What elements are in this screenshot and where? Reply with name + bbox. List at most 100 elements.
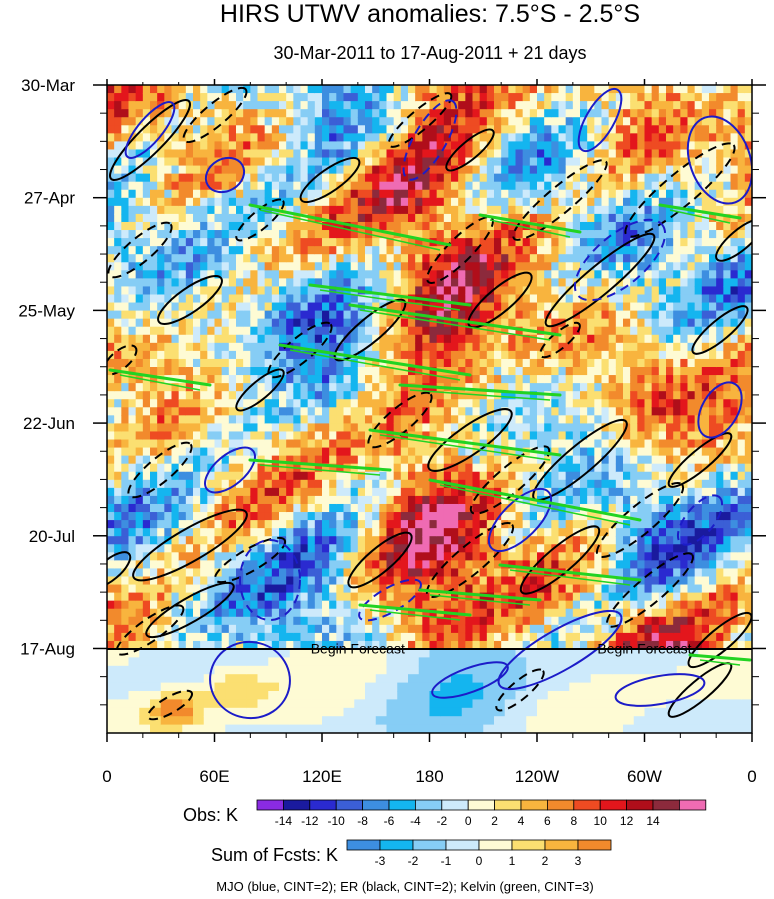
- obs-cell: [472, 101, 481, 110]
- obs-cell: [587, 520, 595, 529]
- obs-cell: [293, 431, 302, 441]
- obs-cell: [551, 640, 560, 649]
- obs-cell: [501, 230, 509, 239]
- obs-cell: [286, 415, 294, 424]
- obs-cell: [314, 318, 323, 328]
- obs-cell: [565, 117, 574, 126]
- obs-cell: [436, 415, 445, 424]
- obs-cell: [479, 640, 488, 649]
- obs-cell: [422, 197, 431, 207]
- obs-cell: [565, 318, 574, 328]
- obs-cell: [200, 342, 208, 352]
- obs-cell: [587, 101, 595, 110]
- obs-cell: [458, 318, 466, 328]
- obs-cell: [114, 141, 122, 151]
- obs-cell: [451, 544, 459, 553]
- obs-cell: [365, 536, 373, 545]
- obs-cell: [594, 149, 603, 159]
- obs-cell: [221, 624, 230, 634]
- obs-cell: [214, 101, 223, 110]
- obs-cell: [135, 632, 144, 642]
- obs-cell: [314, 592, 323, 602]
- obs-cell: [307, 221, 316, 231]
- obs-cell: [314, 238, 323, 247]
- obs-cell: [594, 391, 603, 400]
- obs-cell: [443, 302, 452, 312]
- obs-cell: [350, 117, 359, 126]
- obs-cell: [314, 205, 323, 215]
- obs-cell: [379, 125, 388, 134]
- obs-cell: [264, 632, 273, 642]
- obs-cell: [486, 221, 495, 231]
- obs-cell: [250, 431, 259, 441]
- obs-cell: [279, 213, 287, 223]
- obs-cell: [379, 560, 388, 570]
- obs-cell: [451, 600, 459, 610]
- obs-cell: [193, 479, 201, 489]
- obs-cell: [501, 407, 509, 416]
- obs-cell: [422, 133, 431, 142]
- obs-cell: [121, 334, 130, 344]
- obs-cell: [472, 109, 481, 118]
- obs-cell: [558, 358, 567, 368]
- obs-cell: [343, 93, 352, 102]
- obs-cell: [300, 616, 309, 626]
- obs-cell: [393, 101, 402, 110]
- obs-cell: [164, 221, 173, 231]
- obs-cell: [142, 592, 151, 602]
- obs-cell: [300, 350, 309, 360]
- obs-cell: [486, 262, 495, 271]
- obs-cell: [357, 189, 366, 199]
- obs-cell: [150, 584, 158, 594]
- obs-cell: [422, 439, 431, 449]
- obs-cell: [221, 246, 230, 255]
- obs-cell: [537, 342, 545, 352]
- obs-cell: [207, 471, 216, 481]
- obs-cell: [372, 230, 380, 239]
- obs-cell: [408, 439, 416, 449]
- obs-cell: [436, 213, 445, 223]
- obs-cell: [257, 431, 266, 441]
- obs-cell: [150, 463, 158, 473]
- obs-cell: [164, 197, 173, 207]
- obs-cell: [515, 455, 524, 465]
- obs-cell: [587, 149, 595, 159]
- obs-cell: [544, 576, 552, 586]
- obs-cell: [472, 93, 481, 102]
- obs-cell: [458, 262, 466, 271]
- obs-cell: [114, 205, 122, 215]
- obs-cell: [594, 415, 603, 424]
- obs-cell: [608, 399, 617, 408]
- obs-cell: [271, 415, 280, 424]
- obs-cell: [214, 221, 223, 231]
- obs-cell: [544, 342, 552, 352]
- obs-cell: [472, 350, 481, 360]
- obs-cell: [336, 213, 345, 223]
- obs-cell: [508, 632, 517, 642]
- obs-cell: [107, 616, 115, 626]
- obs-cell: [107, 157, 115, 167]
- obs-cell: [429, 431, 438, 441]
- obs-cell: [393, 278, 402, 288]
- obs-cell: [372, 326, 380, 336]
- obs-cell: [443, 181, 452, 191]
- obs-cell: [135, 358, 144, 368]
- obs-cell: [508, 439, 517, 449]
- obs-cell: [451, 471, 459, 481]
- obs-cell: [400, 447, 409, 457]
- obs-cell: [572, 246, 581, 255]
- obs-cell: [150, 415, 158, 424]
- obs-cell: [429, 447, 438, 457]
- obs-cell: [329, 383, 337, 392]
- obs-cell: [128, 117, 137, 126]
- obs-cell: [522, 294, 531, 304]
- obs-cell: [451, 528, 459, 537]
- obs-cell: [537, 455, 545, 465]
- obs-cell: [443, 117, 452, 126]
- obs-cell: [544, 246, 552, 255]
- obs-cell: [529, 342, 538, 352]
- obs-cell: [314, 262, 323, 271]
- obs-cell: [279, 221, 287, 231]
- obs-cell: [580, 536, 588, 545]
- obs-cell: [293, 109, 302, 118]
